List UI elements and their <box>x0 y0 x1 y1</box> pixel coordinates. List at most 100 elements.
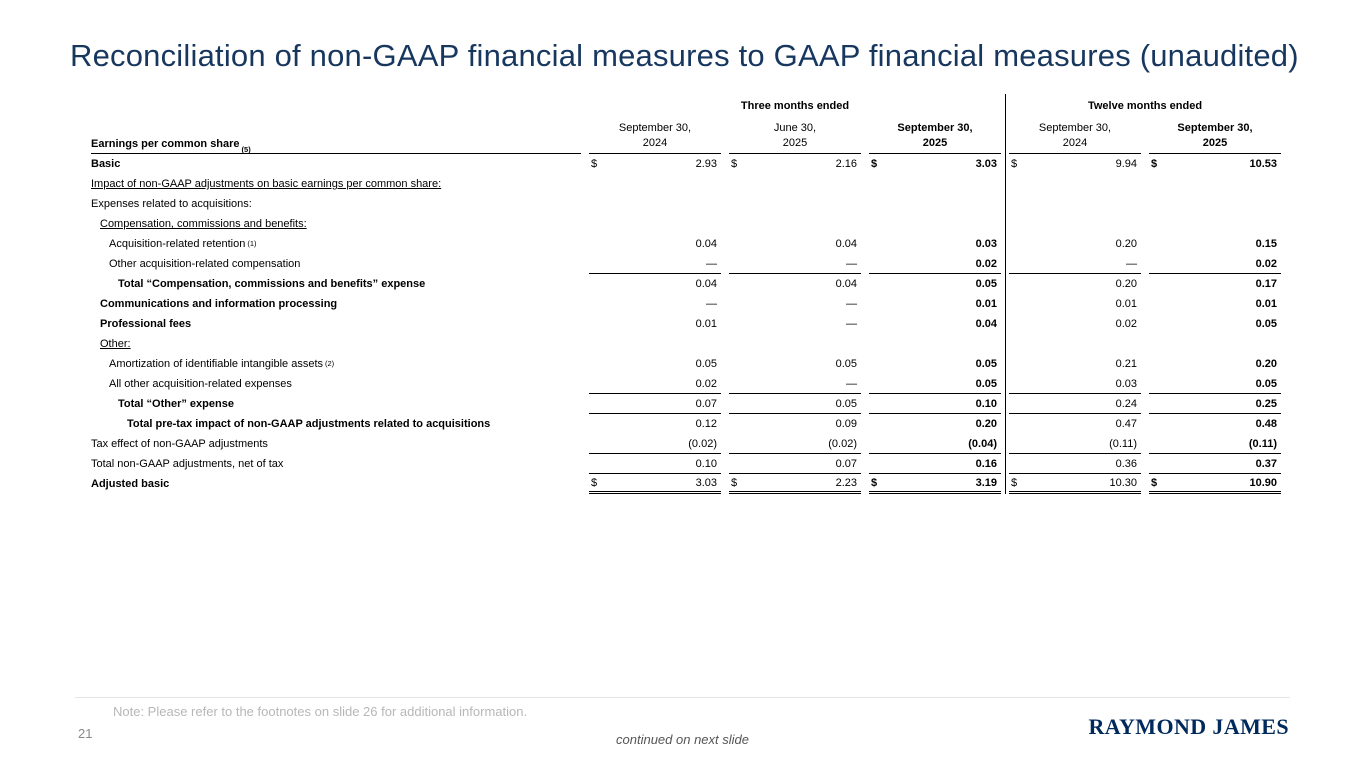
value-cell: 0.16 <box>869 454 1001 474</box>
value-cell: 0.03 <box>869 234 1001 254</box>
row-label-text: Compensation, commissions and benefits: <box>100 218 307 230</box>
value-cell <box>1149 334 1281 354</box>
value-cell: $2.23 <box>729 474 861 494</box>
value-cell: 0.17 <box>1149 274 1281 294</box>
value-text: 0.07 <box>835 457 857 470</box>
value-text: — <box>846 318 857 330</box>
value-cell: — <box>729 314 861 334</box>
dollar-sign: $ <box>1011 158 1018 170</box>
value-cell: 0.04 <box>729 234 861 254</box>
value-text: 10.30 <box>1109 476 1137 489</box>
table-row: Total non-GAAP adjustments, net of tax 0.… <box>91 454 1281 474</box>
value-cell <box>1149 174 1281 194</box>
value-text: 0.09 <box>835 418 857 430</box>
value-text: 0.02 <box>975 257 997 270</box>
dollar-sign: $ <box>731 158 738 170</box>
table-row: Adjusted basic $3.03 $2.23 $3.19 $10.30 $10.9… <box>91 474 1281 494</box>
value-cell: $3.03 <box>589 474 721 494</box>
column-header: September 30, 2025 <box>869 114 1001 154</box>
column-header-line1: September 30, <box>1038 122 1112 135</box>
value-text: 0.01 <box>975 298 997 310</box>
reconciliation-table: Three months ended Twelve months ended Ear… <box>91 94 1281 494</box>
value-cell: 0.25 <box>1149 394 1281 414</box>
value-cell <box>729 214 861 234</box>
row-label: Expenses related to acquisitions: <box>91 194 581 214</box>
row-label: Communications and information processin… <box>91 294 581 314</box>
value-cell: 0.37 <box>1149 454 1281 474</box>
table-row: Professional fees 0.01 — 0.04 0.02 0.05 <box>91 314 1281 334</box>
value-cell: (0.02) <box>589 434 721 454</box>
value-text: 10.53 <box>1249 158 1277 170</box>
row-label: Total non-GAAP adjustments, net of tax <box>91 454 581 474</box>
value-cell: 0.05 <box>869 274 1001 294</box>
group-header: Twelve months ended <box>1087 100 1203 112</box>
value-cell: 0.09 <box>729 414 861 434</box>
value-cell: 0.04 <box>589 274 721 294</box>
row-label-text: Impact of non-GAAP adjustments on basic … <box>91 178 442 190</box>
value-text: 0.21 <box>1115 358 1137 370</box>
row-label-text: Other: <box>100 338 131 350</box>
column-header-line1: September 30, <box>897 122 973 135</box>
row-label-text: Adjusted basic <box>91 478 170 490</box>
table-row: Acquisition-related retention (1) 0.04 0.04… <box>91 234 1281 254</box>
table-row: Amortization of identifiable intangible … <box>91 354 1281 374</box>
value-cell: 0.02 <box>1149 254 1281 274</box>
value-cell: $3.19 <box>869 474 1001 494</box>
value-cell: 0.20 <box>1149 354 1281 374</box>
column-header-line2: 2025 <box>782 136 808 149</box>
value-cell: 0.01 <box>1009 294 1141 314</box>
value-cell: (0.02) <box>729 434 861 454</box>
value-text: 0.10 <box>695 457 717 470</box>
value-cell: 0.48 <box>1149 414 1281 434</box>
row-label: Tax effect of non-GAAP adjustments <box>91 434 581 454</box>
value-text: 0.20 <box>1115 238 1137 250</box>
row-label-text: Communications and information processin… <box>100 298 338 310</box>
column-group-divider <box>1005 94 1006 494</box>
value-cell: — <box>729 294 861 314</box>
row-label-text: Basic <box>91 158 121 170</box>
value-text: 0.04 <box>695 278 717 290</box>
value-cell: 0.04 <box>589 234 721 254</box>
value-text: 3.19 <box>975 476 997 489</box>
value-cell: 0.04 <box>729 274 861 294</box>
column-header: September 30, 2024 <box>1009 114 1141 154</box>
value-cell: $2.16 <box>729 154 861 174</box>
row-label-text: Amortization of identifiable intangible … <box>109 358 324 370</box>
column-header-line2: 2024 <box>642 136 668 149</box>
value-cell: 0.03 <box>1009 374 1141 394</box>
value-text: — <box>846 377 857 390</box>
row-label-text: Other acquisition-related compensation <box>109 258 301 270</box>
value-text: — <box>706 298 717 310</box>
value-cell: 0.05 <box>1149 374 1281 394</box>
value-cell: 0.05 <box>729 354 861 374</box>
value-cell: $9.94 <box>1009 154 1141 174</box>
value-text: 0.01 <box>1115 298 1137 310</box>
row-label: Total “Compensation, commissions and ben… <box>91 274 581 294</box>
row-label-text: Total “Compensation, commissions and ben… <box>118 278 426 290</box>
group-header: Three months ended <box>740 100 850 112</box>
table-row: Tax effect of non-GAAP adjustments (0.02)… <box>91 434 1281 454</box>
table-row: Communications and information processin… <box>91 294 1281 314</box>
value-cell: 0.10 <box>589 454 721 474</box>
value-cell: 0.21 <box>1009 354 1141 374</box>
value-text: 0.20 <box>1115 278 1137 290</box>
value-text: 0.05 <box>835 397 857 410</box>
value-text: (0.02) <box>828 437 857 450</box>
value-text: 0.05 <box>975 377 997 390</box>
value-cell: (0.11) <box>1009 434 1141 454</box>
value-text: 0.10 <box>975 397 997 410</box>
value-cell: 0.05 <box>1149 314 1281 334</box>
value-cell: 0.20 <box>1009 274 1141 294</box>
column-header: September 30, 2025 <box>1149 114 1281 154</box>
value-text: 0.37 <box>1255 457 1277 470</box>
value-cell <box>869 174 1001 194</box>
value-text: — <box>846 257 857 270</box>
value-cell: $2.93 <box>589 154 721 174</box>
value-cell: 0.47 <box>1009 414 1141 434</box>
dollar-sign: $ <box>1011 476 1018 489</box>
value-text: 0.47 <box>1115 418 1137 430</box>
column-header-line1: September 30, <box>618 122 692 135</box>
value-cell: 0.02 <box>869 254 1001 274</box>
value-text: 0.25 <box>1255 397 1277 410</box>
